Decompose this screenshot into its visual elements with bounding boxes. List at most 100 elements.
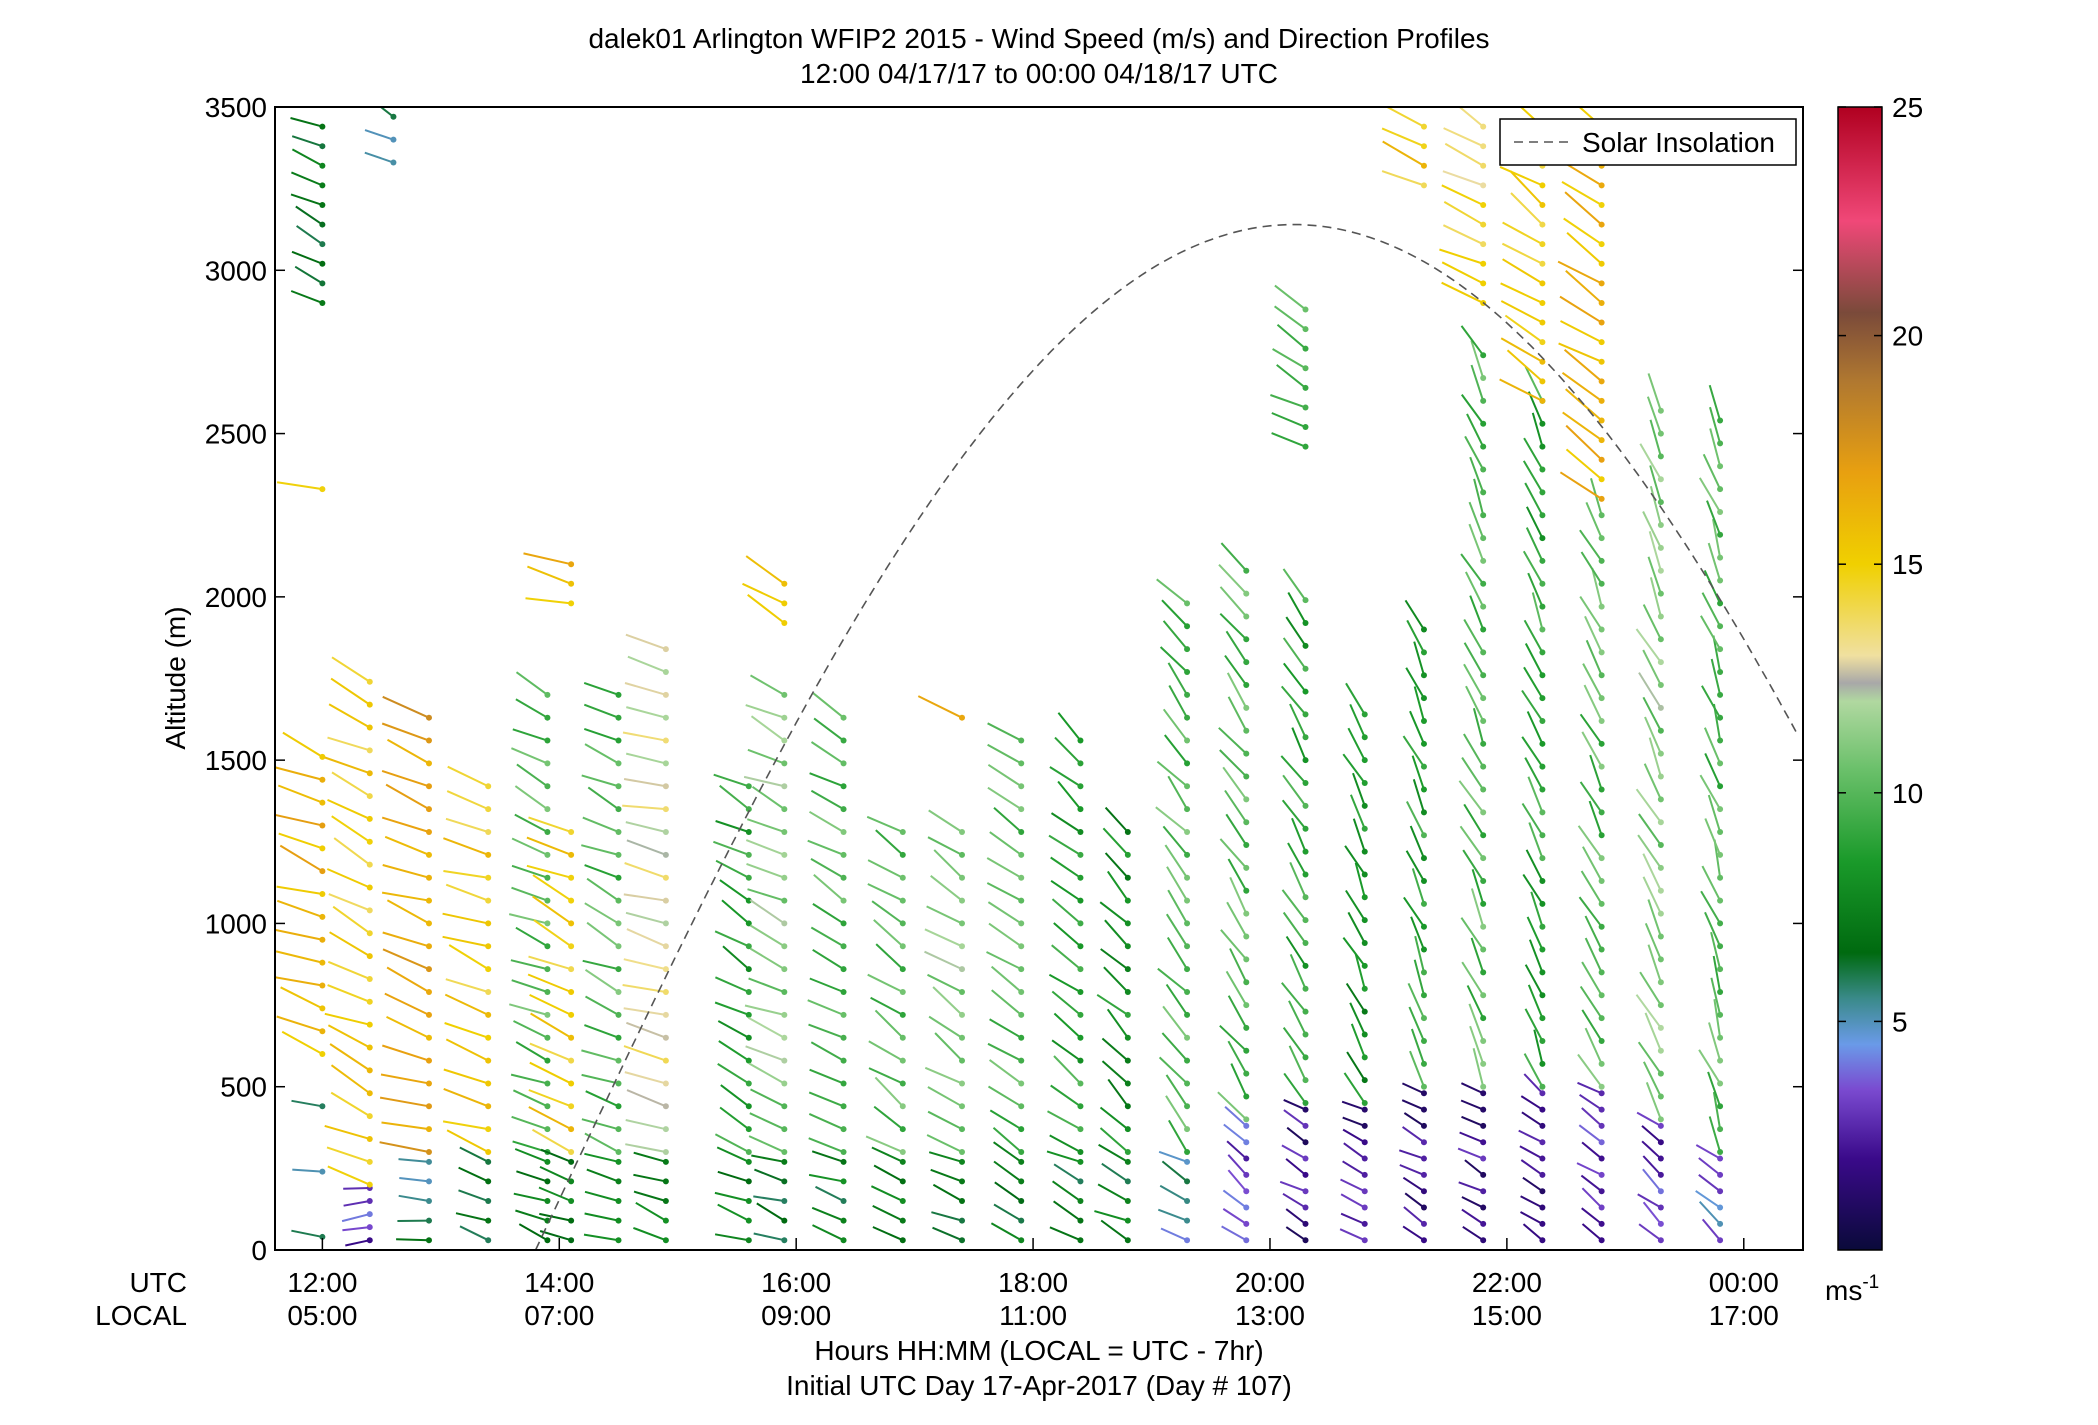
wind-barb-dot	[615, 737, 622, 744]
wind-barb	[1052, 1180, 1082, 1202]
wind-barb	[626, 1021, 667, 1039]
wind-barb-dot	[615, 828, 622, 835]
wind-barb	[529, 1061, 572, 1085]
wind-barb	[1104, 852, 1129, 879]
x-tick-label-utc: 16:00	[761, 1267, 831, 1298]
wind-barb	[1167, 889, 1188, 924]
wind-barb	[1157, 967, 1188, 993]
wind-barb	[924, 1066, 963, 1085]
wind-barb-dot	[1717, 486, 1724, 493]
wind-barb	[749, 924, 785, 948]
wind-barb-dot	[1598, 580, 1605, 587]
wind-barb-dot	[745, 1149, 752, 1156]
wind-barb-dot	[1539, 1037, 1546, 1044]
wind-barb-dot	[1717, 691, 1724, 698]
wind-barb-dot	[366, 998, 373, 1005]
wind-barb	[1168, 1119, 1188, 1153]
wind-barb-dot	[366, 838, 373, 845]
wind-barb-dot	[1302, 597, 1309, 604]
wind-barb	[917, 695, 963, 719]
wind-barb	[1504, 314, 1543, 343]
y-tick-label: 500	[220, 1072, 267, 1103]
wind-barb-dot	[840, 1178, 847, 1185]
y-tick-label: 1000	[205, 908, 267, 939]
wind-barb-dot	[1480, 280, 1487, 287]
wind-barb	[720, 1084, 750, 1108]
wind-barb-dot	[1184, 600, 1191, 607]
wind-barb	[1226, 672, 1248, 709]
wind-barb-dot	[425, 874, 432, 881]
wind-barb	[1218, 564, 1248, 595]
wind-barb-dot	[1124, 851, 1131, 858]
wind-barb-dot	[544, 943, 551, 950]
wind-barb	[1581, 1207, 1603, 1225]
wind-barb	[930, 875, 963, 902]
wind-barb	[928, 1015, 963, 1039]
wind-barb-dot	[662, 920, 669, 927]
wind-barb	[872, 1205, 904, 1222]
wind-barb-dot	[1480, 1220, 1487, 1227]
wind-barb-dot	[959, 920, 966, 927]
wind-barb-dot	[1018, 1034, 1025, 1041]
wind-barb-dot	[1361, 1008, 1368, 1015]
wind-barb	[1161, 1032, 1188, 1062]
wind-barb-dot	[899, 1217, 906, 1224]
wind-barb	[342, 1226, 370, 1232]
wind-barb-dot	[1657, 1171, 1664, 1178]
wind-barb-dot	[1243, 796, 1250, 803]
wind-barb	[1283, 1098, 1306, 1111]
wind-barb	[446, 1129, 489, 1153]
wind-barb-dot	[319, 776, 326, 783]
wind-barb-dot	[366, 793, 373, 800]
wind-barb-dot	[781, 943, 788, 950]
wind-barb-dot	[1598, 456, 1605, 463]
wind-barb-dot	[745, 1178, 752, 1185]
wind-barb-dot	[1657, 956, 1664, 963]
wind-barb	[749, 1112, 785, 1131]
wind-barb	[327, 798, 371, 820]
wind-barb-dot	[1361, 757, 1368, 764]
wind-barb-dot	[1420, 649, 1427, 656]
wind-barb	[1579, 529, 1603, 562]
wind-barb	[623, 778, 667, 788]
wind-barb-dot	[745, 1217, 752, 1224]
wind-barb-dot	[615, 943, 622, 950]
wind-barb-dot	[425, 943, 432, 950]
wind-barb-dot	[1361, 871, 1368, 878]
wind-barb	[867, 973, 904, 993]
wind-barb	[1559, 471, 1603, 500]
wind-barb-dot	[1124, 920, 1131, 927]
wind-barb-dot	[1018, 989, 1025, 996]
wind-barb-dot	[319, 1103, 326, 1110]
wind-barb-dot	[1243, 1155, 1250, 1162]
wind-barb-dot	[1480, 1122, 1487, 1129]
wind-barb	[1443, 201, 1484, 226]
wind-barb	[1276, 364, 1307, 389]
wind-barb	[1168, 685, 1188, 719]
wind-barb-dot	[1302, 1100, 1309, 1107]
wind-barb	[1637, 1041, 1662, 1075]
wind-barb	[276, 1015, 323, 1033]
wind-barb-dot	[425, 760, 432, 767]
wind-barb-dot	[781, 897, 788, 904]
wind-barb	[1167, 662, 1188, 696]
wind-barb-dot	[1018, 1103, 1025, 1110]
wind-barb	[1582, 663, 1603, 699]
wind-barb-dot	[1077, 1217, 1084, 1224]
wind-barb-dot	[899, 920, 906, 927]
wind-barb-dot	[1124, 1198, 1131, 1205]
wind-barb	[987, 901, 1022, 925]
wind-barb	[1519, 1145, 1543, 1160]
wind-barb-dot	[840, 806, 847, 813]
wind-barb	[331, 656, 371, 683]
wind-barb-dot	[1480, 1106, 1487, 1113]
wind-barb	[714, 976, 750, 993]
y-tick-label: 2500	[205, 419, 267, 450]
wind-barb-dot	[1420, 855, 1427, 862]
wind-barb-dot	[1018, 1057, 1025, 1064]
wind-barb	[1523, 1073, 1544, 1094]
wind-barb	[528, 1106, 572, 1131]
wind-barb	[1165, 913, 1188, 947]
wind-barb	[1695, 1144, 1721, 1160]
wind-barb	[1502, 258, 1543, 285]
